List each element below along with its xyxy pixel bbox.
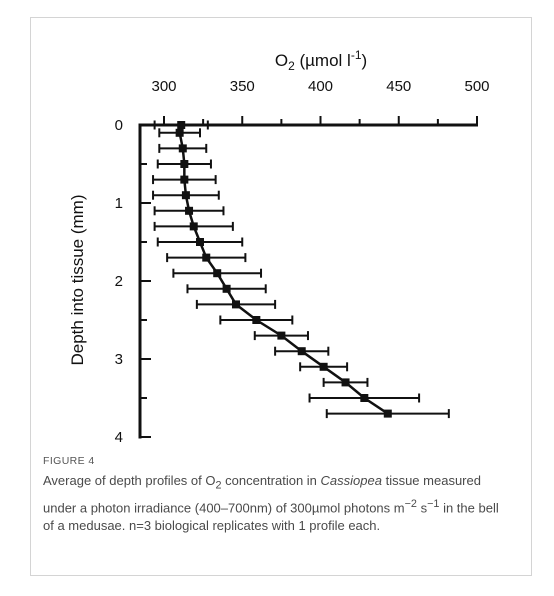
figure-caption: FIGURE 4 Average of depth profiles of O2…	[43, 455, 513, 535]
data-point-marker	[180, 160, 189, 168]
data-point-marker	[213, 269, 222, 278]
caption-part: tissue measured under a photon irradianc…	[43, 473, 481, 515]
x-tick-label: 300	[151, 78, 176, 95]
y-axis-title: Depth into tissue (mm)	[68, 195, 87, 366]
caption-part: concentration in	[221, 473, 321, 488]
caption-part: s	[416, 499, 428, 515]
x-tick-label: 450	[386, 78, 411, 95]
data-point-marker	[319, 362, 328, 371]
y-tick-label: 3	[115, 351, 123, 368]
x-axis-title-unit: (µmol l	[295, 51, 351, 70]
x-axis-title-unit-sup: -1	[351, 48, 362, 62]
x-tick-label: 500	[464, 78, 489, 95]
data-point-marker	[178, 144, 187, 153]
caption-part: Average of depth profiles of O	[43, 473, 216, 488]
data-point-marker	[277, 331, 286, 340]
data-point-marker	[189, 222, 198, 231]
caption-sub: 2	[215, 479, 222, 492]
caption-species: Cassiopea	[320, 473, 382, 488]
figure-frame	[30, 17, 532, 576]
data-point-marker	[252, 316, 261, 324]
caption-part: in the bell of a medusae. n=3 biological…	[43, 499, 499, 533]
data-point-marker	[195, 238, 204, 246]
caption-sup: −1	[427, 497, 440, 510]
y-tick-label: 2	[115, 273, 123, 290]
data-point-marker	[180, 175, 189, 184]
figure-label: FIGURE 4	[43, 455, 95, 467]
x-axis-title-unit-close: )	[362, 51, 368, 70]
data-point-marker	[383, 409, 392, 418]
figure-caption-text: Average of depth profiles of O2 concentr…	[43, 472, 513, 535]
data-point-marker	[181, 191, 190, 200]
data-point-marker	[177, 121, 186, 129]
data-point-marker	[360, 394, 369, 402]
x-axis-title: O2 (µmol l-1)	[275, 48, 367, 73]
y-tick-label: 1	[115, 195, 123, 212]
x-axis-title-main: O	[275, 51, 288, 70]
caption-sup: −2	[404, 497, 417, 510]
data-point-marker	[341, 378, 350, 387]
data-point-marker	[202, 253, 211, 262]
data-point-marker	[231, 300, 240, 309]
data-point-marker	[297, 347, 306, 356]
x-tick-label: 350	[230, 78, 255, 95]
data-point-marker	[222, 284, 231, 293]
plot-area: 300 350 400 450 500 0 1 2 3 4	[115, 78, 490, 446]
x-tick-label: 400	[308, 78, 333, 95]
y-tick-label: 0	[115, 117, 123, 134]
data-point-marker	[175, 128, 184, 137]
x-axis-title-sub: 2	[288, 59, 295, 73]
data-point-marker	[185, 206, 194, 215]
y-tick-label: 4	[115, 429, 123, 446]
